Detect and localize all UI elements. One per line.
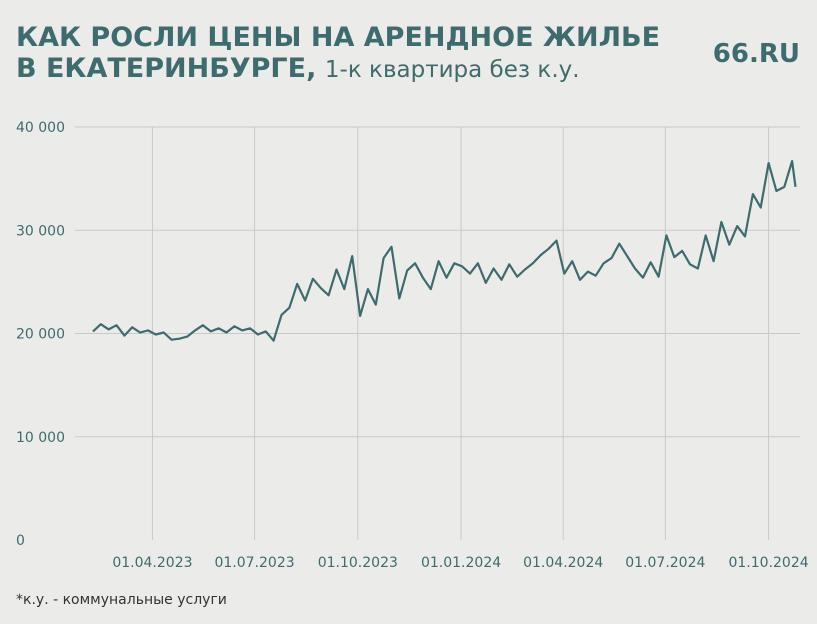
x-tick-label: 01.04.2023 [112,555,192,571]
x-tick-label: 01.01.2024 [421,555,501,571]
y-tick-label: 0 [16,533,25,549]
x-tick-label: 01.10.2023 [318,555,398,571]
chart-title: В ЕКАТЕРИНБУРГЕ, [16,53,316,84]
chart-title: КАК РОСЛИ ЦЕНЫ НА АРЕНДНОЕ ЖИЛЬЕ [16,22,660,53]
y-tick-label: 10 000 [16,430,65,446]
y-tick-label: 40 000 [16,120,65,136]
chart-subtitle: 1-к квартира без к.у. [325,57,580,83]
x-tick-label: 01.07.2023 [214,555,294,571]
x-tick-label: 01.04.2024 [523,555,603,571]
title-line: В ЕКАТЕРИНБУРГЕ, 1-к квартира без к.у. [16,53,580,84]
x-tick-label: 01.10.2024 [728,555,808,571]
brand: 66.RU [713,39,800,69]
footnote: *к.у. - коммунальные услуги [16,592,227,608]
data-line [92,160,797,342]
y-tick-label: 30 000 [16,223,65,239]
x-tick-label: 01.07.2024 [625,555,705,571]
y-tick-label: 20 000 [16,327,65,343]
